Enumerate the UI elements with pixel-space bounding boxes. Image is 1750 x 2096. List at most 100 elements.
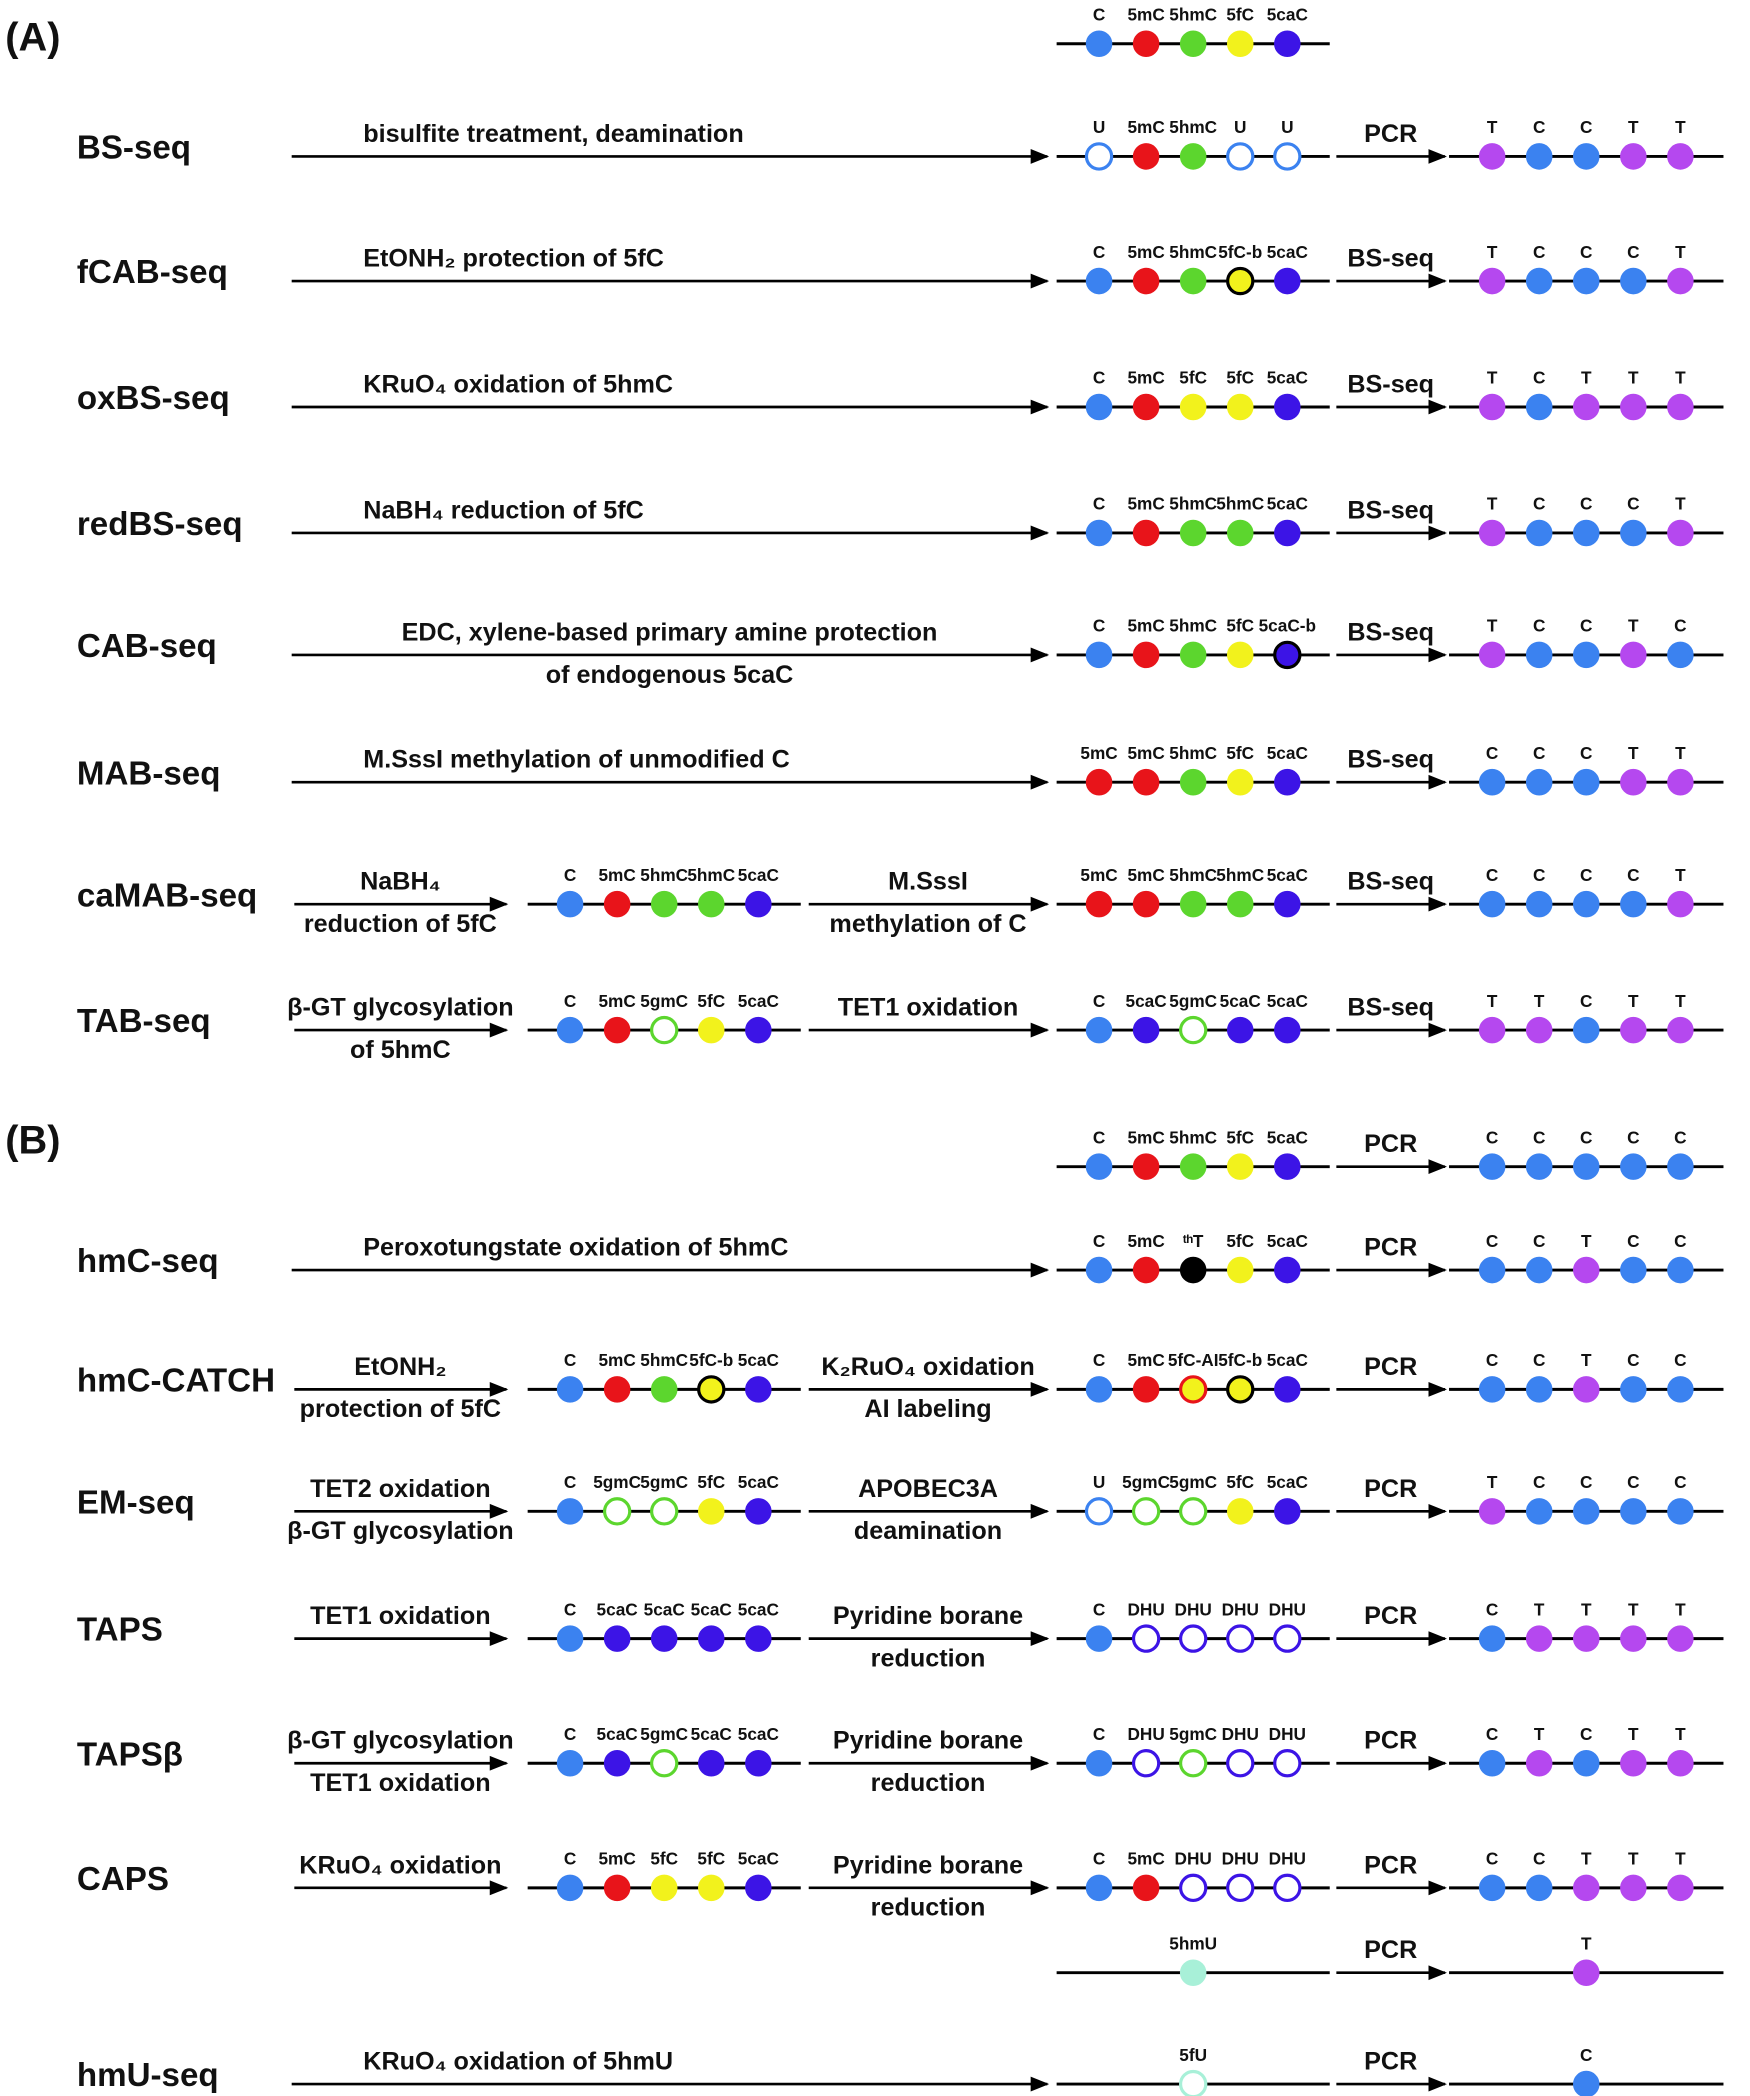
step-text: BS-seq (1347, 245, 1434, 273)
base (1620, 393, 1647, 421)
step-text: BS-seq (1347, 746, 1434, 774)
base (1667, 1498, 1694, 1525)
method-label: CAB-seq (77, 628, 217, 665)
step-text: PCR (1364, 1130, 1417, 1158)
base (1525, 1376, 1553, 1403)
base-label: C (1580, 1472, 1592, 1492)
base-label: 5caC (738, 1849, 779, 1869)
step-text: EDC, xylene-based primary amine protecti… (402, 618, 938, 646)
step-text: β-GT glycosylation (287, 994, 514, 1022)
base (1620, 1749, 1647, 1777)
base (1667, 1625, 1694, 1652)
base (1178, 1873, 1208, 1903)
base-label: 5fC-AI (1168, 1350, 1219, 1370)
base (1478, 267, 1506, 295)
base-label: 5hmC (640, 865, 688, 885)
base (1132, 143, 1160, 170)
base-label: C (564, 1599, 576, 1619)
base-label: C (1093, 1724, 1105, 1744)
base-label: 5hmC (1169, 1127, 1217, 1147)
base (1573, 1256, 1600, 1284)
step-text: PCR (1364, 2048, 1417, 2076)
base-label: 5fU (1179, 2045, 1207, 2065)
base (1226, 1153, 1254, 1180)
base-label: C (1093, 616, 1105, 636)
base-label: 5mC (598, 1350, 635, 1370)
base (698, 1498, 725, 1525)
base (1178, 1497, 1208, 1526)
panel-tag: (A) (5, 15, 60, 59)
base-label: C (1627, 242, 1639, 262)
base-label: C (1580, 2045, 1592, 2065)
base-label: T (1675, 1724, 1686, 1744)
base-label: 5caC (738, 1724, 779, 1744)
base (1179, 393, 1207, 421)
base (1131, 1497, 1161, 1526)
base (745, 1498, 772, 1525)
base-label: C (1093, 1350, 1105, 1370)
base-label: 5caC (1220, 991, 1261, 1011)
base (1273, 1873, 1302, 1903)
base (1478, 1256, 1506, 1284)
base-label: DHU (1269, 1724, 1306, 1744)
step-text: Pyridine borane (833, 1727, 1023, 1755)
base (1274, 30, 1301, 58)
base-label: C (1580, 117, 1592, 137)
base (1178, 1749, 1208, 1778)
base-label: C (1486, 1599, 1498, 1619)
base-label: C (1533, 494, 1545, 514)
base (1620, 641, 1647, 669)
base (1226, 1375, 1255, 1404)
base (1132, 519, 1160, 547)
base-label: DHU (1222, 1724, 1259, 1744)
panel-tag: (B) (5, 1118, 60, 1162)
base-label: C (1093, 4, 1105, 24)
step-text: EtONH₂ (354, 1353, 446, 1381)
method-label: TAPS (77, 1612, 163, 1649)
step-text: β-GT glycosylation (287, 1517, 514, 1545)
base (745, 1376, 772, 1403)
step-text: protection of 5fC (300, 1395, 501, 1423)
base-label: T (1675, 743, 1686, 763)
method-label: EM-seq (77, 1484, 195, 1521)
base-label: C (1533, 1472, 1545, 1492)
base (556, 1749, 584, 1777)
step-text: BS-seq (1347, 868, 1434, 896)
step-text: reduction (871, 1769, 986, 1797)
base-label: T (1581, 1849, 1592, 1869)
base (1573, 2070, 1600, 2096)
base (1525, 1749, 1553, 1777)
step-text: reduction (871, 1894, 986, 1922)
base (1226, 1498, 1254, 1525)
base-label: 5hmC (640, 1350, 688, 1370)
base (1573, 1874, 1600, 1902)
base (1085, 1874, 1113, 1902)
method-row: C 5mC 5hmC 5fC 5caC (1056, 4, 1330, 58)
base (1178, 1375, 1208, 1404)
base (745, 1874, 772, 1902)
base-label: T (1628, 1599, 1639, 1619)
base-label: T (1628, 1724, 1639, 1744)
base-label: DHU (1175, 1599, 1212, 1619)
base-label: 5fC (697, 1849, 725, 1869)
base-label: 5mC (598, 1849, 635, 1869)
base-label: C (1486, 1127, 1498, 1147)
base-label: 5mC (1127, 117, 1164, 137)
base (1273, 142, 1302, 171)
base (1620, 519, 1647, 547)
base (650, 1874, 678, 1902)
method-row: 5hmU PCR T (1056, 1933, 1724, 1986)
base (1085, 1749, 1113, 1777)
base-label: 5mC (1127, 865, 1164, 885)
base-label: T (1675, 1599, 1686, 1619)
base-label: DHU (1269, 1849, 1306, 1869)
base (1620, 1874, 1647, 1902)
base (1179, 641, 1207, 669)
base (1478, 1498, 1506, 1525)
base (1573, 143, 1600, 170)
step-text: bisulfite treatment, deamination (363, 120, 743, 148)
base-label: C (1093, 494, 1105, 514)
base (1478, 890, 1506, 918)
base (556, 890, 584, 918)
base-label: 5hmC (1169, 616, 1217, 636)
